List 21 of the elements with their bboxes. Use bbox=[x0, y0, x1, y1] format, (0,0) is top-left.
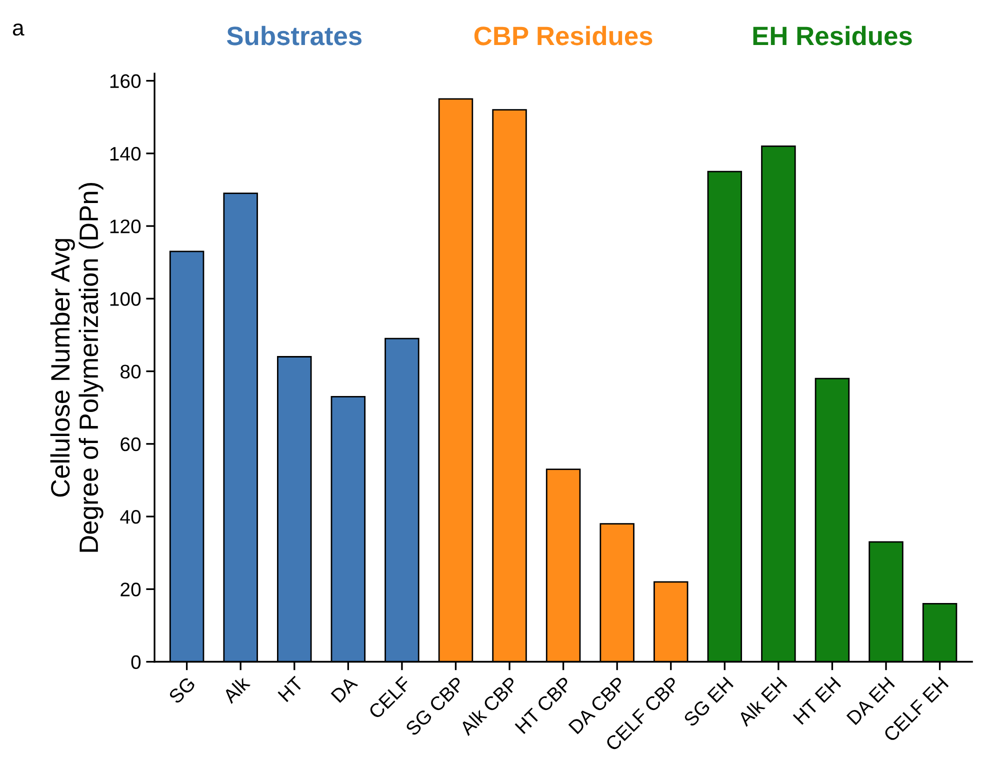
x-tick-label: HT EH bbox=[792, 676, 842, 725]
y-tick-label: 80 bbox=[120, 364, 141, 379]
x-tick-label: Alk EH bbox=[736, 676, 788, 727]
x-tick-label: Alk bbox=[222, 674, 251, 704]
y-axis-title: Cellulose Number Avg Degree of Polymerization (DPn) bbox=[50, 183, 104, 552]
x-tick-label: SG EH bbox=[682, 676, 734, 728]
text: a bbox=[12, 23, 24, 36]
y-tick-label: 60 bbox=[120, 437, 141, 452]
text: CBP Residues bbox=[474, 26, 652, 46]
y-tick-label: 140 bbox=[110, 146, 141, 161]
text: Substrates bbox=[226, 26, 362, 46]
x-tick-label: SG bbox=[168, 676, 196, 704]
x-tick-label: DA bbox=[330, 675, 358, 703]
y-tick-label: 100 bbox=[110, 292, 141, 306]
y-tick-label: 160 bbox=[110, 74, 141, 88]
y-tick-label: 20 bbox=[120, 582, 141, 596]
y-tick-label: 40 bbox=[120, 510, 141, 524]
y-tick-label: 0 bbox=[131, 655, 141, 670]
text: EH Residues bbox=[753, 26, 912, 46]
y-tick-label: 120 bbox=[110, 220, 141, 234]
x-tick-label: HT bbox=[278, 676, 304, 702]
